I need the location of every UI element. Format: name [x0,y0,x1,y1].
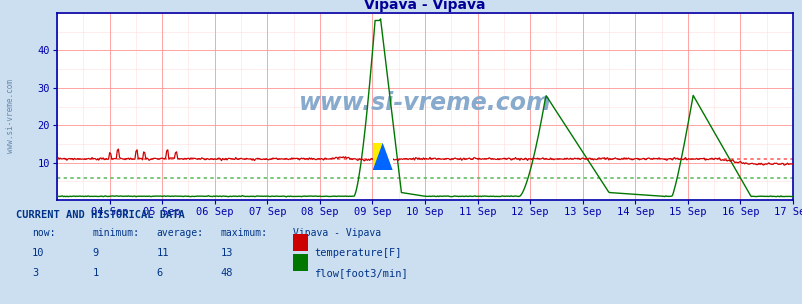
Text: CURRENT AND HISTORICAL DATA: CURRENT AND HISTORICAL DATA [16,210,184,220]
Polygon shape [373,143,383,170]
Text: 3: 3 [32,268,38,278]
Text: temperature[F]: temperature[F] [314,248,401,258]
Text: 1: 1 [92,268,99,278]
Text: 13: 13 [221,248,233,258]
Polygon shape [373,143,393,170]
Text: maximum:: maximum: [221,228,268,238]
Text: now:: now: [32,228,55,238]
Polygon shape [383,143,393,170]
Text: Vipava - Vipava: Vipava - Vipava [293,228,381,238]
Text: 48: 48 [221,268,233,278]
Text: 6: 6 [156,268,163,278]
Text: www.si-vreme.com: www.si-vreme.com [298,91,551,115]
Text: flow[foot3/min]: flow[foot3/min] [314,268,407,278]
Text: 10: 10 [32,248,45,258]
Text: www.si-vreme.com: www.si-vreme.com [6,78,15,153]
Title: Vipava - Vipava: Vipava - Vipava [364,0,485,12]
Text: average:: average: [156,228,204,238]
Text: 11: 11 [156,248,169,258]
Text: minimum:: minimum: [92,228,140,238]
Text: 9: 9 [92,248,99,258]
